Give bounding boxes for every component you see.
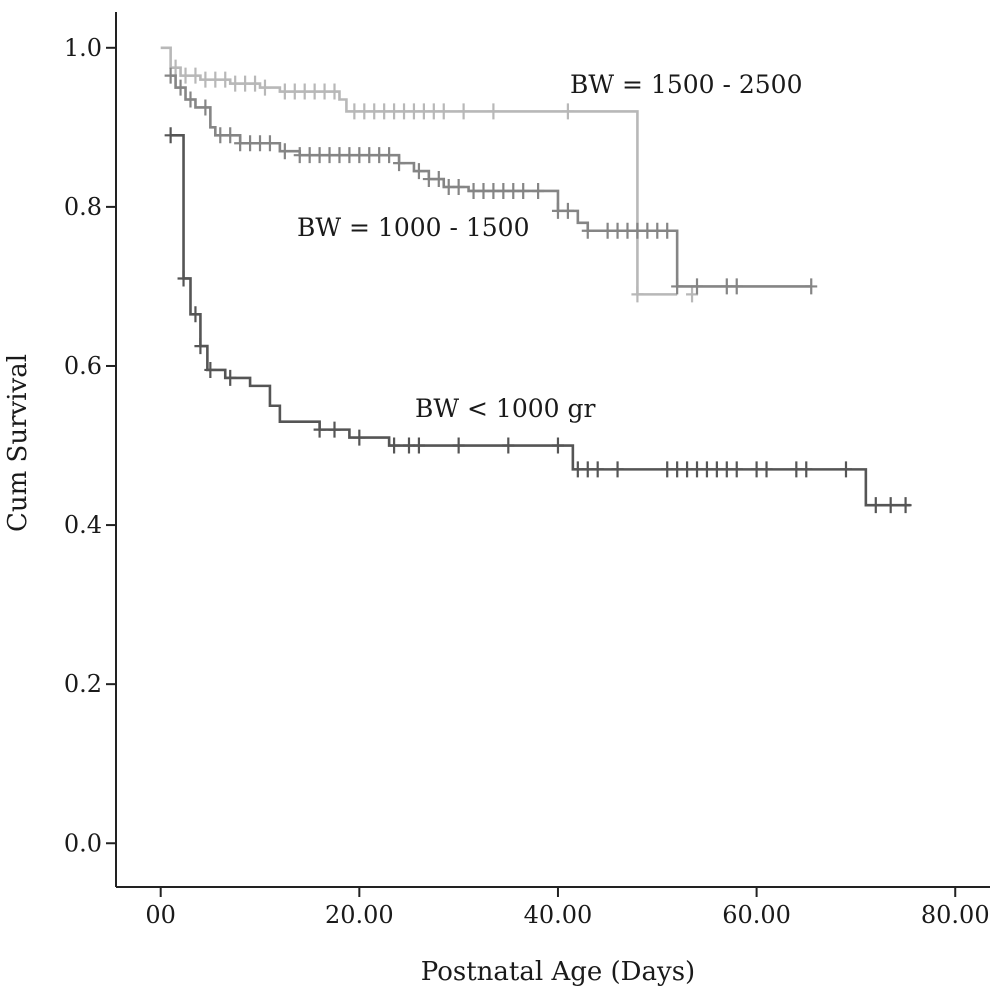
censor-mark bbox=[805, 278, 818, 295]
censor-mark bbox=[532, 182, 545, 199]
censor-mark bbox=[194, 338, 207, 355]
censor-mark bbox=[199, 99, 212, 116]
censor-mark bbox=[800, 461, 813, 478]
censor-mark bbox=[730, 461, 743, 478]
censor-mark bbox=[517, 182, 530, 199]
series-label-bw-1000-1500: BW = 1000 - 1500 bbox=[297, 213, 530, 242]
censor-mark bbox=[412, 437, 425, 454]
y-tick-label: 0.8 bbox=[64, 193, 102, 221]
series-group bbox=[164, 67, 818, 295]
censor-mark bbox=[313, 421, 326, 438]
censor-mark bbox=[581, 222, 594, 239]
survival-step-line bbox=[160, 46, 678, 296]
x-tick-label: 60.00 bbox=[722, 901, 791, 929]
censor-mark bbox=[561, 202, 574, 219]
censor-mark bbox=[730, 278, 743, 295]
censor-mark bbox=[487, 103, 500, 120]
censor-mark bbox=[388, 437, 401, 454]
y-tick-label: 0.6 bbox=[64, 352, 102, 380]
censor-mark bbox=[263, 135, 276, 152]
censor-mark bbox=[328, 421, 341, 438]
censor-mark bbox=[278, 143, 291, 160]
censor-mark bbox=[591, 461, 604, 478]
y-axis-title: Cum Survival bbox=[3, 354, 33, 532]
censor-mark bbox=[457, 103, 470, 120]
censor-mark bbox=[383, 147, 396, 164]
censor-mark bbox=[671, 278, 684, 295]
y-tick-label: 1.0 bbox=[64, 34, 102, 62]
series-group bbox=[164, 127, 912, 514]
censor-mark bbox=[452, 437, 465, 454]
censor-mark bbox=[204, 361, 217, 378]
censor-mark bbox=[224, 369, 237, 386]
y-tick-label: 0.4 bbox=[64, 511, 102, 539]
censor-mark bbox=[760, 461, 773, 478]
y-tick-label: 0.2 bbox=[64, 670, 102, 698]
censor-mark bbox=[249, 75, 262, 92]
censor-mark bbox=[164, 67, 177, 84]
censor-mark bbox=[189, 306, 202, 323]
censor-mark bbox=[561, 103, 574, 120]
censor-mark bbox=[551, 437, 564, 454]
censor-mark bbox=[258, 79, 271, 96]
x-axis-ticks: 00 20.00 40.00 60.00 80.00 bbox=[145, 887, 990, 929]
censor-mark bbox=[412, 163, 425, 180]
censor-mark bbox=[184, 91, 197, 108]
censor-mark bbox=[219, 71, 232, 88]
y-tick-label: 0.0 bbox=[64, 829, 102, 857]
censor-mark bbox=[174, 79, 187, 96]
series-label-bw-under-1000: BW < 1000 gr bbox=[415, 394, 595, 423]
censor-mark bbox=[839, 461, 852, 478]
censor-mark bbox=[328, 83, 341, 100]
censor-mark bbox=[393, 155, 406, 172]
censor-mark bbox=[452, 179, 465, 195]
censor-mark bbox=[437, 103, 450, 120]
y-axis-ticks: 0.0 0.2 0.4 0.6 0.8 1.0 bbox=[64, 34, 116, 857]
censor-mark bbox=[611, 461, 624, 478]
censor-mark bbox=[691, 278, 704, 295]
x-tick-label: 20.00 bbox=[325, 901, 394, 929]
censor-mark bbox=[177, 270, 190, 287]
censor-mark bbox=[164, 127, 177, 144]
x-tick-label: 00 bbox=[145, 901, 176, 929]
censor-mark bbox=[661, 222, 674, 239]
censor-mark bbox=[189, 67, 202, 84]
x-axis-title: Postnatal Age (Days) bbox=[421, 957, 695, 987]
censor-mark bbox=[224, 127, 237, 144]
series-label-bw-1500-2500: BW = 1500 - 2500 bbox=[570, 70, 803, 99]
censor-mark bbox=[884, 497, 897, 514]
series-layer bbox=[160, 46, 912, 514]
censor-mark bbox=[869, 497, 882, 514]
censor-mark bbox=[899, 497, 912, 514]
censor-mark bbox=[432, 171, 445, 188]
series-group bbox=[160, 46, 699, 303]
x-tick-label: 80.00 bbox=[921, 901, 990, 929]
censor-mark bbox=[353, 429, 366, 446]
survival-step-line bbox=[170, 74, 812, 288]
censor-mark bbox=[631, 286, 644, 303]
x-tick-label: 40.00 bbox=[524, 901, 593, 929]
censor-mark bbox=[502, 437, 515, 454]
